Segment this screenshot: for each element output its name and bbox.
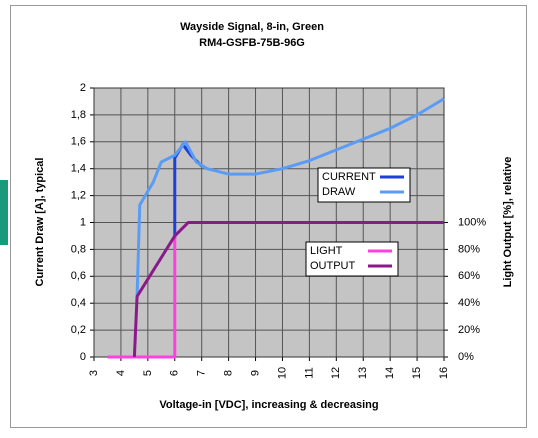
y-tick-label: 1 <box>80 216 86 228</box>
y-tick-label: 0,4 <box>71 297 86 309</box>
x-tick-label: 13 <box>357 367 369 379</box>
x-tick-label: 4 <box>115 370 127 376</box>
legend-label: DRAW <box>322 186 356 198</box>
legend-label: LIGHT <box>310 245 343 257</box>
y2-tick-label: 80% <box>458 243 480 255</box>
y-tick-label: 0,8 <box>71 243 86 255</box>
y2-tick-label: 40% <box>458 297 480 309</box>
x-tick-label: 10 <box>276 367 288 379</box>
x-tick-label: 15 <box>411 367 423 379</box>
y-tick-label: 2 <box>80 82 86 94</box>
x-tick-label: 12 <box>330 367 342 379</box>
x-tick-label: 14 <box>384 367 396 379</box>
y-tick-label: 1,8 <box>71 109 86 121</box>
y-tick-label: 1,6 <box>71 136 86 148</box>
legend-box <box>305 241 399 277</box>
x-tick-label: 7 <box>196 370 208 376</box>
series-line <box>135 97 445 297</box>
chart-subtitle: RM4-GSFB-75B-96G <box>199 37 305 49</box>
x-axis-label: Voltage-in [VDC], increasing & decreasin… <box>159 399 378 411</box>
y2-axis-label: Light Output [%], relative <box>502 157 514 288</box>
y2-tick-label: 60% <box>458 270 480 282</box>
y-tick-label: 1,2 <box>71 190 86 202</box>
x-tick-label: 16 <box>438 367 450 379</box>
x-tick-label: 3 <box>88 370 100 376</box>
chart-title: Wayside Signal, 8-in, Green <box>180 21 324 33</box>
legend-label: CURRENT <box>322 171 376 183</box>
legend-box <box>317 167 411 203</box>
x-tick-label: 9 <box>249 370 261 376</box>
x-tick-label: 8 <box>223 370 235 376</box>
y2-tick-label: 0% <box>458 351 474 363</box>
y2-tick-label: 20% <box>458 324 480 336</box>
side-tab <box>0 180 8 245</box>
y2-tick-label: 100% <box>458 216 486 228</box>
y-tick-label: 1,4 <box>71 163 86 175</box>
x-tick-label: 11 <box>303 367 315 378</box>
x-tick-label: 5 <box>142 370 154 376</box>
x-tick-label: 6 <box>169 370 181 376</box>
y-tick-label: 0,6 <box>71 270 86 282</box>
y-tick-label: 0 <box>80 351 86 363</box>
legend-label: OUTPUT <box>310 260 356 272</box>
y-tick-label: 0,2 <box>71 324 86 336</box>
series-line <box>132 221 444 358</box>
y-axis-label: Current Draw [A], typical <box>34 158 46 287</box>
